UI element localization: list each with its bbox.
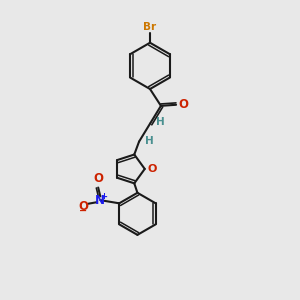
Text: Br: Br — [143, 22, 157, 32]
Text: O: O — [78, 200, 88, 213]
Text: N: N — [95, 194, 105, 207]
Text: H: H — [145, 136, 154, 146]
Text: O: O — [93, 172, 103, 185]
Text: O: O — [178, 98, 189, 111]
Text: O: O — [148, 164, 157, 174]
Text: +: + — [100, 192, 107, 201]
Text: H: H — [156, 117, 165, 127]
Text: −: − — [80, 206, 88, 216]
